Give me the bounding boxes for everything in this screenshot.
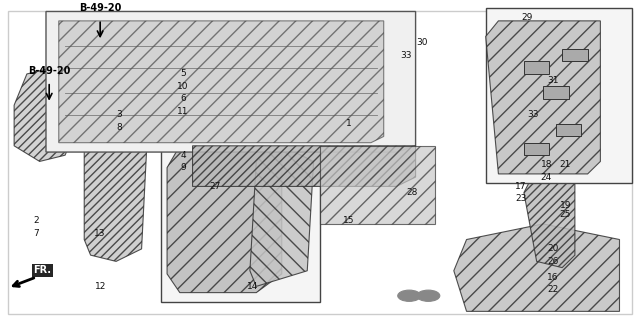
Polygon shape	[454, 224, 620, 311]
FancyBboxPatch shape	[562, 49, 588, 62]
Text: B-49-20: B-49-20	[28, 65, 70, 76]
Text: 23: 23	[515, 194, 527, 204]
Polygon shape	[59, 21, 384, 143]
Text: 19: 19	[559, 201, 571, 210]
Polygon shape	[161, 124, 320, 302]
Text: 25: 25	[559, 210, 571, 219]
Circle shape	[397, 290, 420, 301]
Polygon shape	[84, 105, 148, 261]
Text: 11: 11	[177, 107, 189, 116]
Polygon shape	[524, 161, 575, 268]
Polygon shape	[193, 146, 415, 186]
Text: 20: 20	[547, 244, 558, 253]
Text: 4: 4	[180, 151, 186, 160]
Text: FR.: FR.	[33, 265, 51, 275]
Text: 1: 1	[346, 119, 351, 129]
Text: 28: 28	[406, 188, 418, 197]
Text: 22: 22	[547, 285, 558, 294]
Text: 17: 17	[515, 182, 527, 191]
FancyBboxPatch shape	[524, 62, 549, 74]
Text: 5: 5	[180, 70, 186, 78]
Text: 15: 15	[343, 216, 355, 225]
Text: 8: 8	[116, 122, 122, 131]
Polygon shape	[320, 146, 435, 224]
Text: 6: 6	[180, 94, 186, 103]
Text: 27: 27	[209, 182, 221, 191]
FancyBboxPatch shape	[543, 86, 568, 99]
Text: 16: 16	[547, 272, 558, 281]
Text: 12: 12	[95, 282, 106, 291]
Text: B-49-20: B-49-20	[79, 3, 122, 13]
FancyBboxPatch shape	[556, 124, 581, 137]
Text: 29: 29	[522, 13, 532, 22]
Text: 33: 33	[400, 51, 412, 60]
Text: 24: 24	[541, 173, 552, 182]
Polygon shape	[486, 21, 600, 174]
Text: 2: 2	[34, 216, 39, 225]
Text: 18: 18	[540, 160, 552, 169]
Text: 21: 21	[559, 160, 571, 169]
FancyBboxPatch shape	[524, 143, 549, 155]
Polygon shape	[486, 8, 632, 183]
Text: 33: 33	[528, 110, 540, 119]
Text: 7: 7	[33, 229, 39, 238]
Polygon shape	[46, 11, 415, 152]
Polygon shape	[167, 137, 282, 293]
Polygon shape	[14, 68, 78, 161]
Text: 13: 13	[95, 229, 106, 238]
Text: 31: 31	[547, 76, 558, 85]
Circle shape	[417, 290, 440, 301]
Text: 3: 3	[116, 110, 122, 119]
Text: 10: 10	[177, 82, 189, 91]
Text: 30: 30	[416, 38, 428, 47]
Text: 26: 26	[547, 257, 558, 266]
Polygon shape	[250, 143, 314, 286]
Text: 14: 14	[248, 282, 259, 291]
Text: 9: 9	[180, 163, 186, 172]
